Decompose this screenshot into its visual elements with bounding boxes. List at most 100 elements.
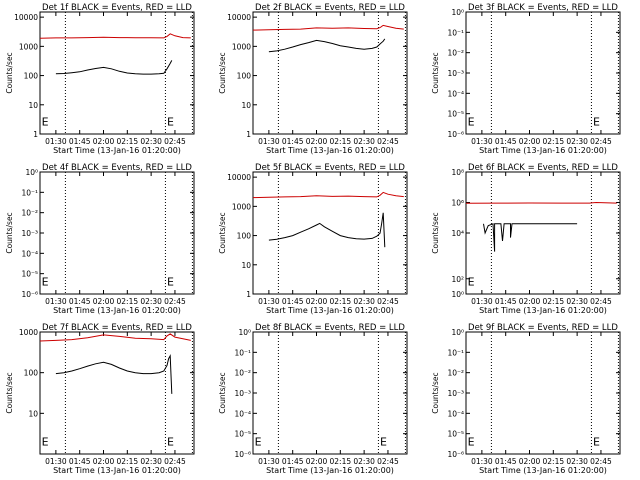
x-tick-label: 02:15 (117, 297, 139, 306)
y-tick-label: 10⁴ (451, 229, 464, 238)
y-tick-label: 1 (33, 130, 38, 139)
x-axis-label: Start Time (13-Jan-16 01:20:00) (53, 306, 181, 315)
x-tick-label: 02:15 (117, 137, 139, 146)
y-tick-label: 10000 (227, 13, 251, 22)
y-tick-label: 10⁻² (21, 209, 38, 218)
y-tick-label: 10⁻³ (234, 389, 251, 398)
x-tick-label: 01:30 (45, 457, 67, 466)
plot-frame (39, 11, 195, 135)
detector-panel: Det 5f BLACK = Events, RED = LLD 1 10 100 10… (218, 163, 408, 315)
y-tick-label: 100 (24, 369, 39, 378)
flag-label: E (593, 115, 600, 128)
x-tick-label: 01:45 (282, 137, 304, 146)
y-tick-label: 10⁻⁴ (21, 249, 38, 258)
x-axis-label: Start Time (13-Jan-16 01:20:00) (53, 146, 181, 155)
y-axis-label: Counts/sec (431, 372, 440, 413)
x-tick-label: 02:30 (566, 457, 588, 466)
x-tick-label: 02:45 (164, 457, 186, 466)
y-tick-label: 10⁻¹ (234, 348, 251, 357)
x-axis-label: Start Time (13-Jan-16 01:20:00) (479, 466, 607, 475)
x-tick-label: 02:45 (377, 137, 399, 146)
x-tick-label: 02:00 (306, 137, 328, 146)
y-tick-label: 10⁻¹ (21, 188, 38, 197)
panel-title: Det 3f BLACK = Events, RED = LLD (468, 3, 618, 13)
y-axis-label: Counts/sec (5, 52, 14, 93)
x-tick-label: 02:15 (330, 297, 352, 306)
flag-label: E (468, 275, 475, 288)
events-series-line (268, 38, 386, 53)
y-tick-label: 10⁻³ (21, 229, 38, 238)
y-tick-label: 10000 (227, 173, 251, 182)
plot-frame (252, 11, 408, 135)
x-axis-label: Start Time (13-Jan-16 01:20:00) (479, 306, 607, 315)
panel-title: Det 5f BLACK = Events, RED = LLD (255, 163, 405, 173)
y-tick-label: 10⁰ (451, 8, 464, 17)
y-tick-label: 10⁰ (451, 328, 464, 337)
plot-frame (252, 171, 408, 295)
x-tick-label: 02:15 (543, 137, 565, 146)
detector-panel: Det 7f BLACK = Events, RED = LLD 10 100 100… (5, 323, 195, 475)
flag-label: E (42, 115, 49, 128)
lld-series-line (252, 24, 404, 31)
x-tick-label: 01:30 (258, 137, 280, 146)
y-tick-label: 10⁸ (451, 168, 464, 177)
x-tick-label: 02:00 (93, 457, 115, 466)
y-tick-label: 10 (241, 261, 251, 270)
flag-label: E (380, 435, 387, 448)
x-tick-label: 02:30 (140, 137, 162, 146)
x-tick-label: 02:30 (566, 137, 588, 146)
flag-label: E (42, 275, 49, 288)
flag-label: E (42, 435, 49, 448)
events-series-line (55, 353, 173, 394)
x-axis-label: Start Time (13-Jan-16 01:20:00) (53, 466, 181, 475)
y-tick-label: 1000 (232, 202, 251, 211)
panel-title: Det 6f BLACK = Events, RED = LLD (468, 163, 618, 173)
y-tick-label: 10 (28, 101, 38, 110)
events-series-line (483, 223, 578, 252)
y-tick-label: 10⁻⁴ (447, 409, 464, 418)
x-tick-label: 02:00 (519, 457, 541, 466)
detector-panel: Det 8f BLACK = Events, RED = LLD 10⁻⁶ 10⁻⁵… (218, 323, 408, 475)
detector-panel: Det 1f BLACK = Events, RED = LLD 1 10 100 10… (5, 3, 195, 155)
panel-title: Det 2f BLACK = Events, RED = LLD (255, 3, 405, 13)
flag-label: E (167, 275, 174, 288)
x-tick-label: 02:15 (543, 297, 565, 306)
flag-label: E (468, 115, 475, 128)
x-tick-label: 02:45 (164, 297, 186, 306)
lld-series-line (465, 201, 617, 204)
events-series-line (268, 212, 386, 248)
y-tick-label: 10⁻⁵ (447, 110, 464, 119)
x-tick-label: 02:15 (330, 457, 352, 466)
x-axis-label: Start Time (13-Jan-16 01:20:00) (266, 146, 394, 155)
y-tick-label: 10⁻³ (447, 69, 464, 78)
plot-frame (465, 171, 621, 295)
y-axis-label: Counts/sec (218, 52, 227, 93)
lld-series-line (252, 191, 404, 199)
x-tick-label: 02:30 (353, 137, 375, 146)
panel-title: Det 4f BLACK = Events, RED = LLD (42, 163, 192, 173)
y-tick-label: 10⁻³ (447, 389, 464, 398)
y-tick-label: 10⁻² (447, 49, 464, 58)
x-axis-label: Start Time (13-Jan-16 01:20:00) (266, 306, 394, 315)
y-tick-label: 10⁻¹ (447, 348, 464, 357)
x-tick-label: 02:30 (566, 297, 588, 306)
panel-title: Det 1f BLACK = Events, RED = LLD (42, 3, 192, 13)
lld-series-line (39, 333, 191, 342)
detector-panel: Det 2f BLACK = Events, RED = LLD 1 10 100 10… (218, 3, 408, 155)
y-tick-label: 10⁻⁵ (234, 430, 251, 439)
y-tick-label: 100 (237, 232, 252, 241)
y-tick-label: 1 (246, 290, 251, 299)
y-tick-label: 10⁰ (451, 290, 464, 299)
x-tick-label: 02:45 (377, 297, 399, 306)
x-tick-label: 02:45 (164, 137, 186, 146)
x-tick-label: 01:30 (471, 137, 493, 146)
x-tick-label: 02:30 (353, 297, 375, 306)
y-tick-label: 10² (451, 275, 464, 284)
x-tick-label: 01:30 (258, 297, 280, 306)
y-tick-label: 10⁻⁶ (447, 130, 464, 139)
y-tick-label: 10⁻⁶ (21, 290, 38, 299)
y-tick-label: 1 (246, 130, 251, 139)
lld-series-line (39, 33, 191, 39)
y-axis-label: Counts/sec (431, 52, 440, 93)
